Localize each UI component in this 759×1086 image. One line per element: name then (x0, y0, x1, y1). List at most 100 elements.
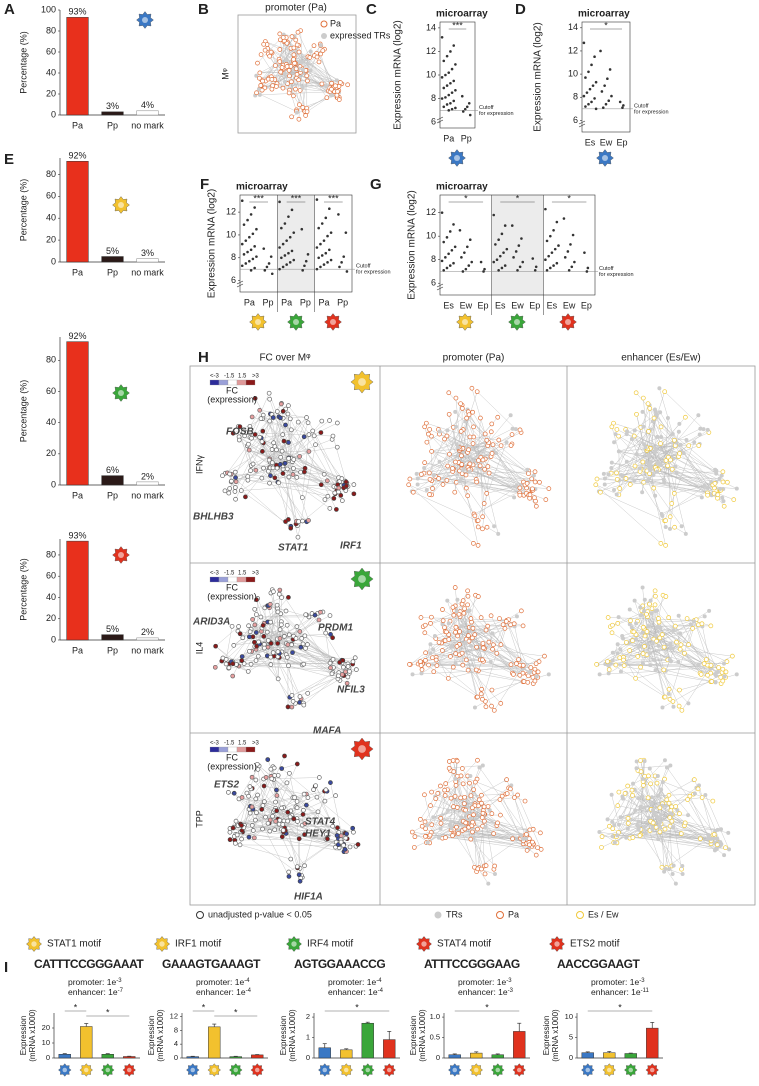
network-node (711, 799, 715, 803)
network-node (533, 480, 537, 484)
network-node (274, 448, 278, 452)
network-node (304, 613, 308, 617)
network-node (307, 433, 311, 437)
network-node (475, 758, 479, 762)
network-node (273, 828, 277, 832)
data-point (497, 269, 500, 272)
network-node (335, 93, 339, 97)
network-edge (667, 838, 709, 867)
network-node (247, 448, 251, 452)
network-node (689, 623, 693, 627)
network-node (428, 642, 432, 646)
data-point (583, 95, 586, 98)
network-node (483, 432, 487, 436)
network-node (648, 767, 652, 771)
network-node (468, 435, 472, 439)
network-edge (409, 485, 474, 544)
network-node (665, 765, 669, 769)
row-label: IL4 (194, 642, 204, 655)
network-node (602, 472, 606, 476)
network-node (471, 442, 475, 446)
network-node (668, 658, 672, 662)
data-point (291, 209, 294, 212)
network-node (345, 832, 349, 836)
bar (102, 112, 124, 115)
network-node (666, 416, 670, 420)
network-node (668, 515, 672, 519)
network-node (489, 430, 493, 434)
network-node (709, 663, 713, 667)
network-node (422, 793, 426, 797)
network-node (480, 816, 484, 820)
y-tick-label: 60 (46, 191, 56, 201)
network-node (619, 473, 623, 477)
network-node (721, 499, 725, 503)
network-node (475, 390, 479, 394)
motif-logo: CATTTCCGGGAAAT (34, 957, 144, 971)
network-node (269, 620, 273, 624)
network-node (628, 482, 632, 486)
network-node (301, 86, 305, 90)
y-tick-label: 8 (431, 254, 436, 264)
network-node (610, 425, 614, 429)
network-node (466, 589, 470, 593)
network-node (631, 639, 635, 643)
network-node (247, 794, 251, 798)
network-node (452, 613, 456, 617)
y-tick-label: 20 (46, 613, 56, 623)
network-node (663, 390, 667, 394)
network-node (220, 474, 224, 478)
network-node (471, 410, 475, 414)
data-point (468, 102, 471, 105)
data-point (567, 250, 570, 253)
y-tick-label: 12 (426, 207, 436, 217)
network-node (475, 645, 479, 649)
network-node (498, 798, 502, 802)
network-node (297, 103, 301, 107)
network-node (652, 486, 656, 490)
network-node (719, 827, 723, 831)
legend-marker (197, 912, 204, 919)
panel-label: A (4, 1, 15, 18)
network-node (672, 491, 676, 495)
cell-nucleus (586, 1068, 591, 1073)
data-point (587, 70, 590, 73)
network-node (646, 402, 650, 406)
network-node (320, 82, 324, 86)
network-node (259, 615, 263, 619)
bar (137, 259, 159, 262)
network-node (537, 480, 541, 484)
x-tick-label: Pp (107, 645, 118, 655)
network-node (449, 820, 453, 824)
data-point (590, 64, 593, 67)
network-node (637, 826, 641, 830)
network-node (331, 657, 335, 661)
network-node (247, 624, 251, 628)
significance: * (604, 20, 608, 30)
cell-nucleus (454, 155, 460, 161)
network-node (467, 448, 471, 452)
network-node (735, 487, 739, 491)
chart-title: microarray (578, 9, 630, 20)
network-node (477, 765, 481, 769)
data-point (454, 245, 457, 248)
network-node (463, 795, 467, 799)
network-node (485, 525, 489, 529)
data-point (289, 261, 292, 264)
network-node (266, 821, 270, 825)
data-point (250, 213, 253, 216)
y-tick-label: 60 (46, 571, 56, 581)
network-node (227, 491, 231, 495)
network-node (677, 422, 681, 426)
network-node (454, 425, 458, 429)
network-node (262, 466, 266, 470)
network-node (681, 872, 685, 876)
data-point (506, 248, 509, 251)
network-node (626, 816, 630, 820)
panel-label: H (198, 349, 209, 366)
x-tick-label: Ew (460, 300, 473, 310)
x-tick-label: Pa (72, 490, 83, 500)
network-node (658, 626, 662, 630)
network-node (459, 624, 463, 628)
network-node (295, 762, 299, 766)
